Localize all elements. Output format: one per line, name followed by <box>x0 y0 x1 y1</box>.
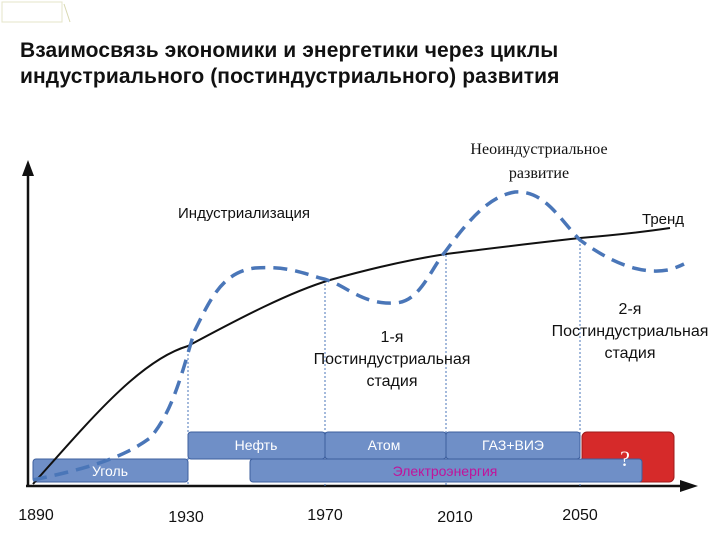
label-neo-line-1: Неоиндустриальное <box>470 141 607 158</box>
label-industrialization: Индустриализация <box>178 205 310 222</box>
title-line-1: Взаимосвязь экономики и энергетики через… <box>20 39 559 62</box>
bar-label-electricity: Электроэнергия <box>393 463 498 479</box>
label-stage2-line-2: Постиндустриальная <box>552 323 709 340</box>
bar-coal <box>32 458 189 483</box>
year-label-1890: 1890 <box>18 507 54 524</box>
bar-label-coal: Уголь <box>92 463 128 479</box>
bar-electricity <box>249 458 643 483</box>
bar-label-unknown: ? <box>620 446 630 471</box>
year-label-2050: 2050 <box>562 507 598 524</box>
logo <box>0 0 80 26</box>
year-label-1930: 1930 <box>168 509 204 526</box>
y-axis-arrow-icon <box>22 160 34 176</box>
slide-title: Взаимосвязь экономики и энергетики через… <box>20 38 710 90</box>
bar-label-atom: Атом <box>368 437 401 453</box>
label-stage2-line-3: стадия <box>605 345 656 362</box>
year-label-2010: 2010 <box>437 509 473 526</box>
label-trend: Тренд <box>642 211 684 228</box>
bar-label-oil: Нефть <box>235 437 278 453</box>
cycles-wave <box>32 190 685 482</box>
label-stage1-line-2: Постиндустриальная <box>314 351 471 368</box>
label-stage1-line-3: стадия <box>367 373 418 390</box>
title-line-2: индустриального (постиндустриального) ра… <box>20 65 560 88</box>
x-axis-arrow-icon <box>680 480 698 492</box>
year-label-1970: 1970 <box>307 507 343 524</box>
label-stage1-line-1: 1-я <box>381 329 404 346</box>
bar-label-gas-res: ГАЗ+ВИЭ <box>482 437 544 453</box>
label-neo-line-2: развитие <box>509 165 569 182</box>
label-stage2-line-1: 2-я <box>619 301 642 318</box>
